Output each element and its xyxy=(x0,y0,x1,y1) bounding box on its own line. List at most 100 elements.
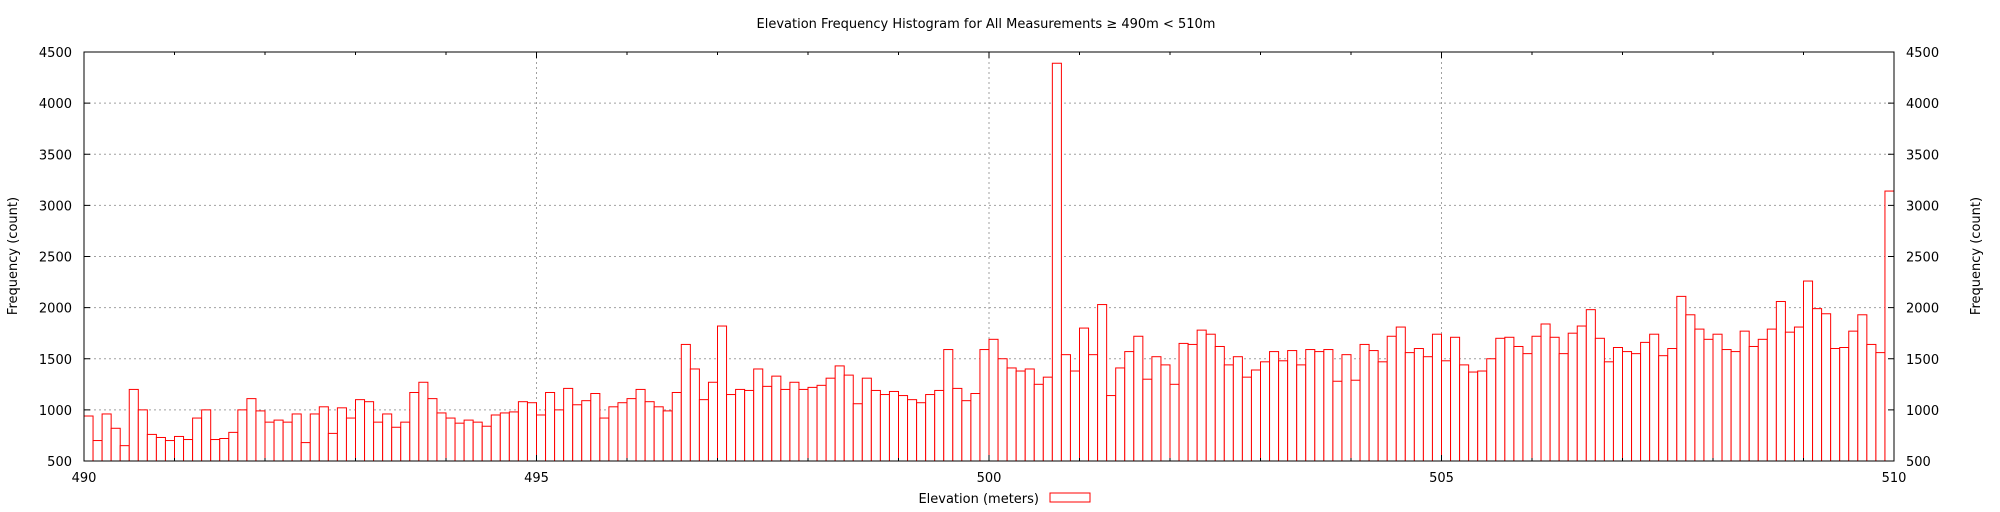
histogram-bar xyxy=(110,427,121,462)
histogram-bar xyxy=(898,395,909,462)
histogram-bar xyxy=(1305,349,1316,462)
histogram-bar xyxy=(1676,295,1687,462)
histogram-bar xyxy=(1784,331,1795,462)
histogram-bar xyxy=(146,433,157,462)
histogram-bar xyxy=(1513,345,1524,462)
histogram-bar xyxy=(1567,332,1578,462)
histogram-bar xyxy=(1775,300,1786,462)
histogram-bar xyxy=(979,349,990,462)
histogram-bar xyxy=(1196,329,1207,462)
histogram-bar xyxy=(608,406,619,462)
histogram-bar xyxy=(617,402,628,462)
x-tick-label: 510 xyxy=(1882,471,1907,486)
histogram-bar xyxy=(1214,345,1225,462)
histogram-bar xyxy=(1839,347,1850,462)
histogram-bar xyxy=(825,377,836,462)
histogram-bars xyxy=(83,62,1895,462)
histogram-bar xyxy=(1314,351,1325,462)
histogram-bar xyxy=(445,417,456,462)
histogram-bar xyxy=(499,412,510,462)
histogram-bar xyxy=(1088,354,1099,462)
x-tick-label: 505 xyxy=(1429,471,1454,486)
histogram-bar xyxy=(155,436,166,462)
histogram-bar xyxy=(1558,353,1569,462)
histogram-bar xyxy=(282,421,293,462)
histogram-bar xyxy=(373,421,384,462)
histogram-bar xyxy=(916,402,927,462)
histogram-bar xyxy=(780,388,791,462)
histogram-bar xyxy=(427,398,438,462)
histogram-bar xyxy=(1097,304,1108,462)
histogram-bar xyxy=(1133,335,1144,462)
histogram-bar xyxy=(1694,328,1705,462)
histogram-bar xyxy=(834,365,845,462)
histogram-bar xyxy=(861,377,872,462)
histogram-bar xyxy=(1069,370,1080,462)
histogram-bar xyxy=(1459,364,1470,462)
histogram-bar xyxy=(1160,364,1171,462)
histogram-bar xyxy=(1685,314,1696,462)
histogram-bar xyxy=(707,381,719,462)
histogram-bar xyxy=(762,385,773,462)
histogram-bar xyxy=(345,417,357,462)
axis-ticks: 500 500 1000 1000 1500 1500 2000 2000 2500 2500 30… xyxy=(39,46,1939,486)
histogram-bar xyxy=(291,413,302,462)
histogram-bar xyxy=(219,438,230,462)
histogram-bar xyxy=(1603,361,1614,462)
histogram-bar xyxy=(581,400,592,462)
histogram-bar xyxy=(1875,352,1886,462)
histogram-bar xyxy=(1115,367,1126,462)
histogram-bar xyxy=(943,349,954,462)
y-tick-label: 3000 xyxy=(39,199,72,214)
histogram-bar xyxy=(1721,349,1732,462)
histogram-bar xyxy=(626,398,637,462)
histogram-bar xyxy=(137,409,148,462)
histogram-bar xyxy=(1079,327,1090,462)
histogram-bar xyxy=(988,338,999,462)
histogram-bar xyxy=(1260,361,1271,462)
y2-tick-label: 1000 xyxy=(1906,404,1939,419)
histogram-bar xyxy=(255,410,266,462)
y-tick-label: 1500 xyxy=(39,353,72,368)
histogram-bar xyxy=(1124,351,1135,462)
histogram-bar xyxy=(1585,309,1596,462)
y2-tick-label: 3000 xyxy=(1906,199,1939,214)
histogram-bar xyxy=(463,419,474,462)
histogram-bar xyxy=(1178,342,1189,462)
histogram-bar xyxy=(1631,353,1642,462)
histogram-bar xyxy=(879,394,890,462)
histogram-bar xyxy=(119,445,130,462)
histogram-bar xyxy=(689,368,700,462)
histogram-bar xyxy=(1187,343,1198,462)
histogram-bar xyxy=(1540,323,1551,462)
y2-tick-label: 500 xyxy=(1906,455,1931,470)
histogram-bar xyxy=(1504,336,1515,462)
histogram-bar xyxy=(1531,335,1542,462)
histogram-bar xyxy=(1667,348,1678,462)
histogram-bar xyxy=(671,391,682,462)
histogram-bar xyxy=(192,417,203,462)
histogram-bar xyxy=(843,374,854,462)
histogram-bar xyxy=(1748,345,1759,462)
histogram-bar xyxy=(454,422,465,462)
y-tick-label: 2500 xyxy=(39,251,72,266)
histogram-bar xyxy=(1495,337,1506,462)
histogram-bar xyxy=(789,381,800,462)
histogram-bar xyxy=(1341,354,1352,462)
histogram-bar xyxy=(1576,325,1587,462)
histogram-bar xyxy=(870,389,881,462)
y2-tick-label: 3500 xyxy=(1906,148,1939,163)
histogram-bar xyxy=(735,388,746,462)
histogram-bar xyxy=(237,409,248,462)
histogram-bar xyxy=(1051,62,1062,462)
histogram-bar xyxy=(744,389,755,462)
histogram-bar xyxy=(807,386,818,462)
histogram-bar xyxy=(662,410,673,462)
histogram-bar xyxy=(1350,379,1361,462)
histogram-bar xyxy=(888,390,900,462)
histogram-bar xyxy=(1468,371,1479,462)
histogram-bar xyxy=(490,414,501,462)
histogram-bar xyxy=(635,388,646,462)
histogram-bar xyxy=(364,401,375,462)
